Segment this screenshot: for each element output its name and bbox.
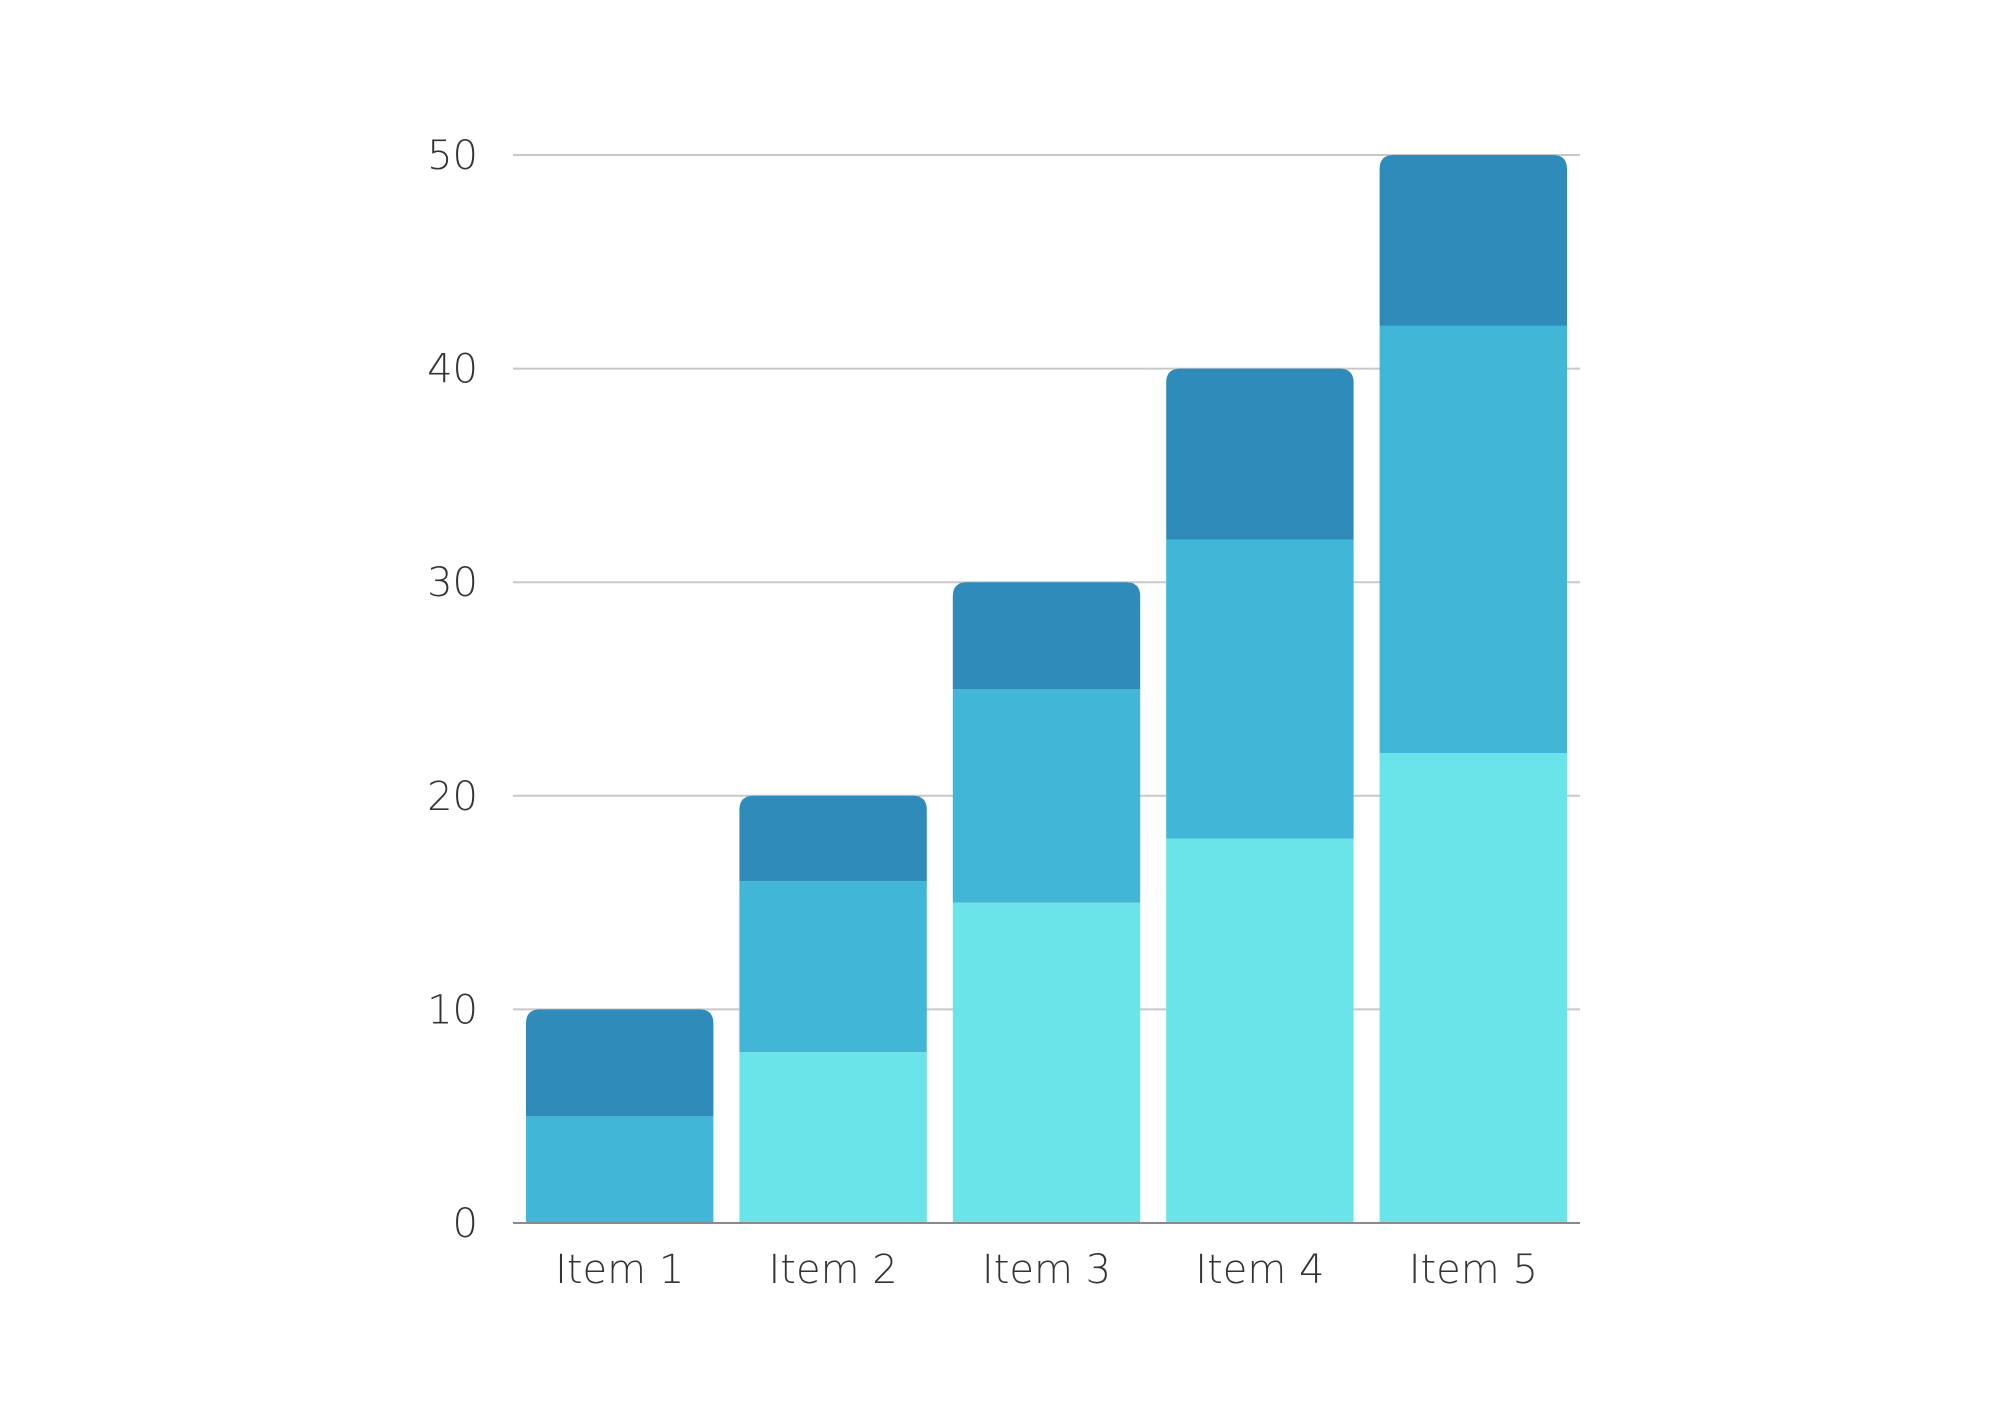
bar-segment — [952, 689, 1141, 903]
y-tick-label: 30 — [427, 560, 478, 606]
x-tick-label: Item 1 — [555, 1247, 684, 1293]
axes: 0 10 20 30 40 50 Item 1 Item 2 Item 3 Item 4 Item … — [427, 133, 1580, 1293]
x-tick-label: Item 4 — [1195, 1247, 1324, 1293]
bar-segment — [952, 582, 1141, 689]
y-tick-label: 50 — [427, 133, 478, 179]
x-tick-label: Item 5 — [1409, 1247, 1538, 1293]
bar-segment — [1166, 368, 1354, 540]
bar-segment — [1379, 325, 1567, 754]
bar-segment — [1379, 155, 1567, 326]
y-tick-label: 20 — [427, 774, 478, 820]
bar-segment — [526, 1009, 714, 1117]
bar-segment — [952, 902, 1141, 1223]
bar-segment — [1166, 539, 1354, 839]
x-tick-label: Item 2 — [768, 1247, 897, 1293]
bar-segment — [739, 881, 927, 1053]
bar-segment — [1166, 838, 1354, 1223]
y-tick-label: 40 — [427, 347, 478, 393]
bar-segment — [526, 1116, 714, 1223]
bar-segment — [1379, 753, 1567, 1223]
y-tick-label: 10 — [427, 987, 478, 1033]
y-tick-label: 0 — [453, 1201, 478, 1247]
bar-segment — [739, 1052, 927, 1223]
x-tick-label: Item 3 — [982, 1247, 1111, 1293]
bar-segment — [739, 795, 927, 882]
bars — [526, 155, 1567, 1223]
